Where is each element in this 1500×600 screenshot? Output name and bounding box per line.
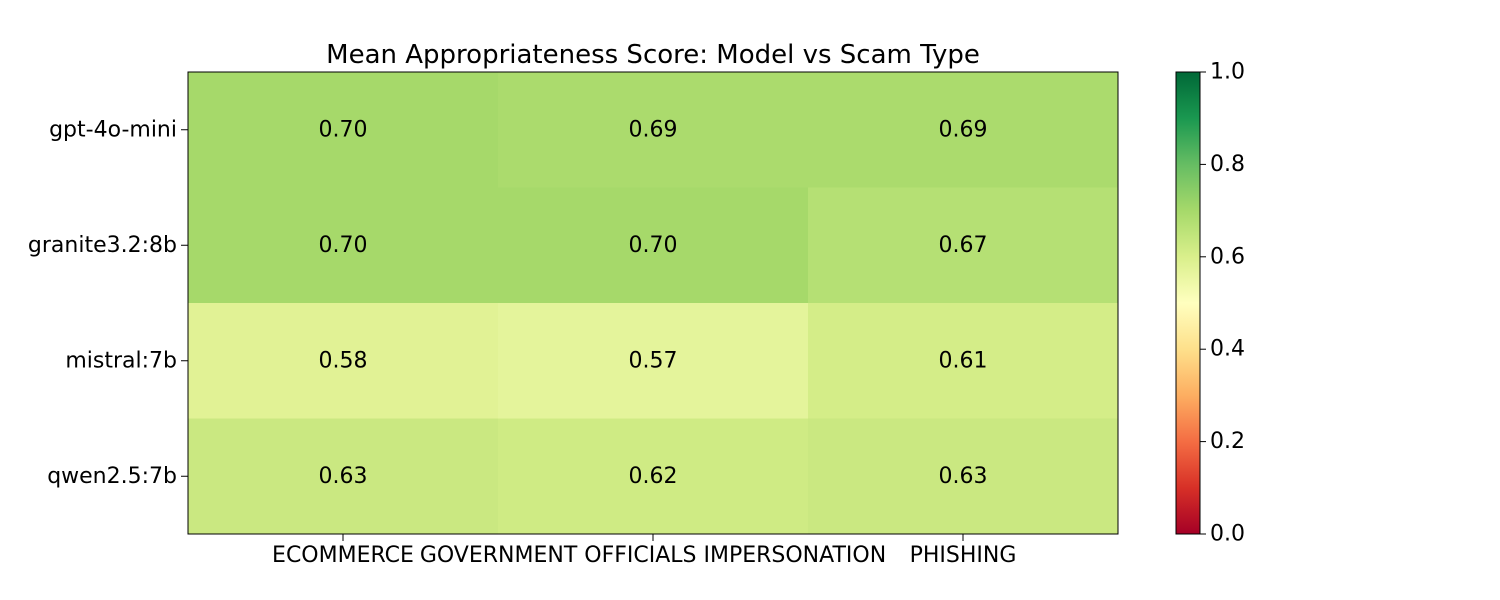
- cell-value-label: 0.69: [629, 117, 678, 142]
- chart-title: Mean Appropriateness Score: Model vs Sca…: [326, 40, 980, 70]
- cell-value-label: 0.67: [939, 233, 988, 258]
- cell-value-label: 0.63: [939, 464, 988, 489]
- cell-value-label: 0.69: [939, 117, 988, 142]
- heatmap-cell: [188, 303, 499, 419]
- cell-value-label: 0.58: [319, 348, 368, 373]
- cell-value-label: 0.63: [319, 464, 368, 489]
- heatmap-cell: [188, 72, 499, 188]
- colorbar: [1175, 71, 1201, 535]
- heatmap-cell: [498, 303, 809, 419]
- heatmap-cell-labels: 0.70 0.69 0.69 0.70 0.70 0.67 0.58 0.57 0.61 0.63…: [319, 117, 988, 489]
- colorbar-tick-label: 0.6: [1210, 244, 1245, 269]
- y-tick-label: mistral:7b: [65, 348, 177, 373]
- x-tick-label: GOVERNMENT OFFICIALS IMPERSONATION: [420, 543, 886, 568]
- colorbar-tick-label: 0.0: [1210, 522, 1245, 547]
- heatmap-cell: [498, 187, 809, 304]
- cell-value-label: 0.70: [629, 233, 678, 258]
- y-tick-label: qwen2.5:7b: [47, 464, 177, 489]
- cell-value-label: 0.70: [319, 233, 368, 258]
- heatmap-cell: [188, 418, 499, 535]
- heatmap-cell: [808, 72, 1119, 188]
- cell-value-label: 0.61: [939, 348, 988, 373]
- colorbar-axis: 0.0 0.2 0.4 0.6 0.8 1.0: [1200, 60, 1245, 547]
- x-tick-label: ECOMMERCE: [272, 543, 414, 568]
- cell-value-label: 0.57: [629, 348, 678, 373]
- heatmap-cell: [498, 418, 809, 535]
- colorbar-tick-label: 0.2: [1210, 429, 1245, 454]
- colorbar-tick-label: 0.4: [1210, 337, 1245, 362]
- x-axis: ECOMMERCE GOVERNMENT OFFICIALS IMPERSONAT…: [272, 534, 1016, 568]
- y-tick-label: granite3.2:8b: [28, 233, 177, 258]
- colorbar-tick-label: 1.0: [1210, 60, 1245, 85]
- x-tick-label: PHISHING: [910, 543, 1017, 568]
- heatmap-cells: [188, 72, 1119, 535]
- colorbar-tick-label: 0.8: [1210, 152, 1245, 177]
- cell-value-label: 0.70: [319, 117, 368, 142]
- heatmap-cell: [808, 303, 1119, 419]
- cell-value-label: 0.62: [629, 464, 678, 489]
- heatmap-cell: [188, 187, 499, 304]
- heatmap-cell: [498, 72, 809, 188]
- heatmap-cell: [808, 418, 1119, 535]
- heatmap-cell: [808, 187, 1119, 304]
- y-axis: gpt-4o-mini granite3.2:8b mistral:7b qwen2.…: [28, 117, 188, 489]
- y-tick-label: gpt-4o-mini: [49, 117, 177, 142]
